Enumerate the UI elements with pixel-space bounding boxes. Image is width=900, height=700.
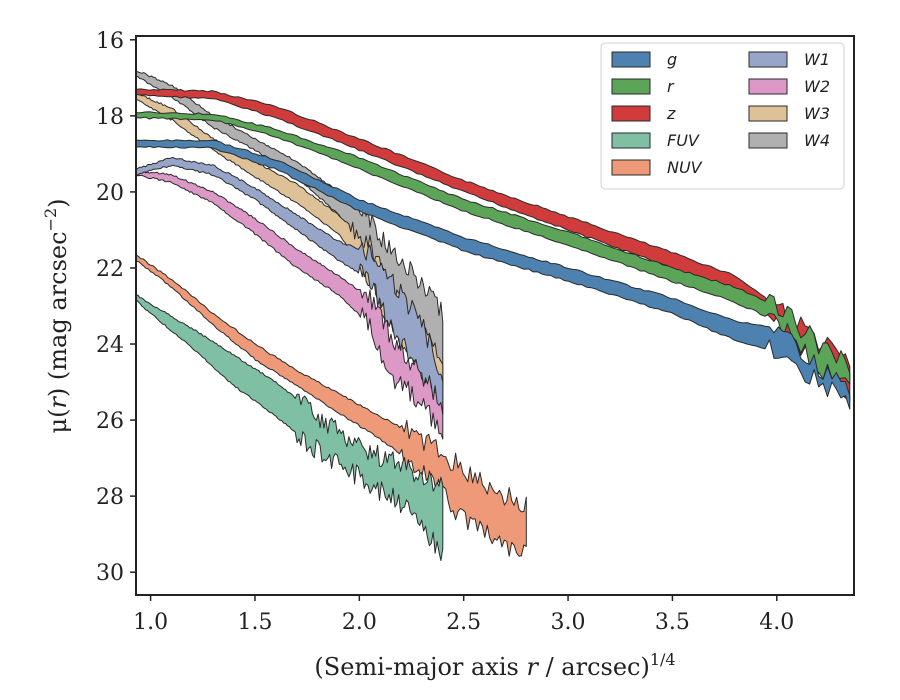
x-tick-label: 1.0 bbox=[133, 610, 168, 635]
y-tick-label: 16 bbox=[96, 29, 124, 54]
y-tick-label: 28 bbox=[96, 485, 124, 510]
legend-item-W1: W1 bbox=[748, 50, 830, 69]
y-axis: 16 18 20 22 24 26 28 30 bbox=[96, 29, 136, 586]
legend-item-FUV: FUV bbox=[611, 131, 700, 150]
y-axis-title: μ(r) (mag arcsec−2) bbox=[41, 198, 72, 433]
legend-item-W2: W2 bbox=[748, 77, 830, 96]
legend-swatch bbox=[748, 78, 788, 95]
legend-swatch bbox=[611, 132, 651, 149]
band-r bbox=[136, 111, 851, 385]
band-NUV bbox=[136, 254, 527, 557]
x-tick-label: 3.5 bbox=[655, 610, 690, 635]
legend-label: r bbox=[667, 77, 675, 96]
legend-label: z bbox=[666, 104, 676, 123]
x-axis: 1.0 1.5 2.0 2.5 3.0 3.5 4.0 bbox=[133, 595, 794, 635]
legend-swatch bbox=[748, 105, 788, 122]
x-tick-label: 2.0 bbox=[342, 610, 377, 635]
y-tick-label: 18 bbox=[96, 105, 124, 130]
band-FUV bbox=[136, 294, 444, 561]
y-tick-label: 20 bbox=[96, 181, 124, 206]
legend-label: W3 bbox=[804, 104, 830, 123]
x-tick-label: 2.5 bbox=[446, 610, 481, 635]
band-W2 bbox=[136, 170, 444, 440]
x-tick-label: 4.0 bbox=[759, 610, 794, 635]
legend-item-z: z bbox=[611, 104, 676, 123]
y-tick-label: 24 bbox=[96, 333, 124, 358]
legend-swatch bbox=[748, 51, 788, 68]
legend-label: W2 bbox=[804, 77, 830, 96]
y-tick-label: 22 bbox=[96, 257, 124, 282]
legend-item-W4: W4 bbox=[748, 131, 830, 150]
legend-item-g: g bbox=[611, 50, 677, 69]
legend: grz FUV NUV W1 W2 W3 W4 bbox=[600, 42, 845, 190]
legend-item-W3: W3 bbox=[748, 104, 830, 123]
x-tick-label: 1.5 bbox=[237, 610, 272, 635]
legend-swatch bbox=[611, 105, 651, 122]
band-g bbox=[136, 139, 851, 410]
legend-label: g bbox=[667, 50, 677, 69]
profile-bands bbox=[136, 70, 851, 561]
y-tick-label: 30 bbox=[96, 561, 124, 586]
legend-item-r: r bbox=[611, 77, 675, 96]
x-tick-label: 3.0 bbox=[551, 610, 586, 635]
legend-label: FUV bbox=[667, 131, 700, 150]
legend-swatch bbox=[611, 78, 651, 95]
legend-swatch bbox=[611, 159, 651, 176]
legend-label: NUV bbox=[667, 158, 703, 177]
legend-item-NUV: NUV bbox=[611, 158, 703, 177]
y-tick-label: 26 bbox=[96, 409, 124, 434]
x-axis-title: (Semi-major axis r / arcsec)1/4 bbox=[314, 650, 675, 681]
legend-swatch bbox=[611, 51, 651, 68]
plot-frame bbox=[135, 35, 855, 596]
band-W1 bbox=[136, 156, 444, 416]
legend-swatch bbox=[748, 132, 788, 149]
legend-label: W4 bbox=[804, 131, 830, 150]
legend-label: W1 bbox=[804, 50, 830, 69]
